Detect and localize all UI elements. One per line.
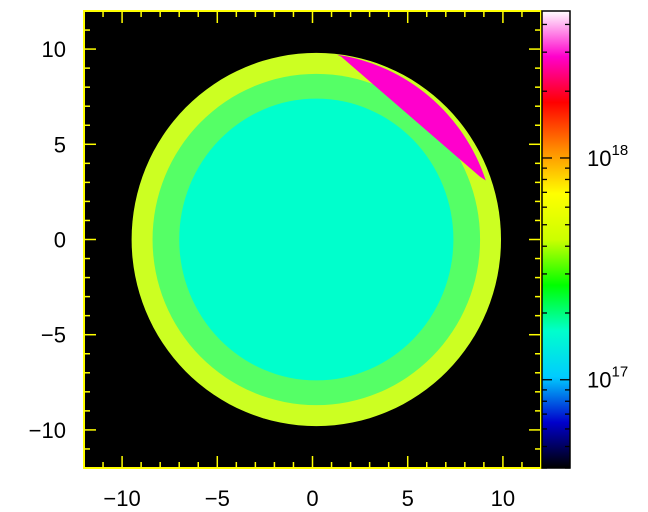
region-core [179,98,454,381]
colorbar-tick-base: 10 [587,368,611,393]
colorbar-gradient [542,11,570,468]
colorbar-tick-exponent: 17 [611,364,628,381]
axis-ticks [83,10,542,469]
x-tick-labels: −10 −5 0 5 10 [103,486,515,511]
density-regions [131,52,502,427]
y-tick-label: −5 [41,323,66,348]
colorbar-tick-base: 10 [587,146,611,171]
y-tick-label: 0 [54,228,66,253]
colorbar-tick-label: 1017 [587,364,628,393]
x-tick-label: 10 [491,486,515,511]
y-tick-label: 10 [42,37,66,62]
y-tick-label: 5 [54,132,66,157]
y-tick-labels: −10 −5 0 5 10 [29,37,66,443]
x-tick-label: −10 [103,486,140,511]
x-tick-label: 0 [306,486,318,511]
x-tick-label: −5 [205,486,230,511]
colorbar-tick-exponent: 18 [611,142,628,159]
region-dense-cap [337,54,486,181]
y-tick-label: −10 [29,418,66,443]
colorbar-tick-label: 1018 [587,142,628,171]
colorbar-ticks [542,23,570,469]
x-tick-label: 5 [402,486,414,511]
colorbar-frame [541,10,571,469]
heatmap-plot: −10 −5 0 5 10 −10 −5 0 5 10 [29,10,542,511]
